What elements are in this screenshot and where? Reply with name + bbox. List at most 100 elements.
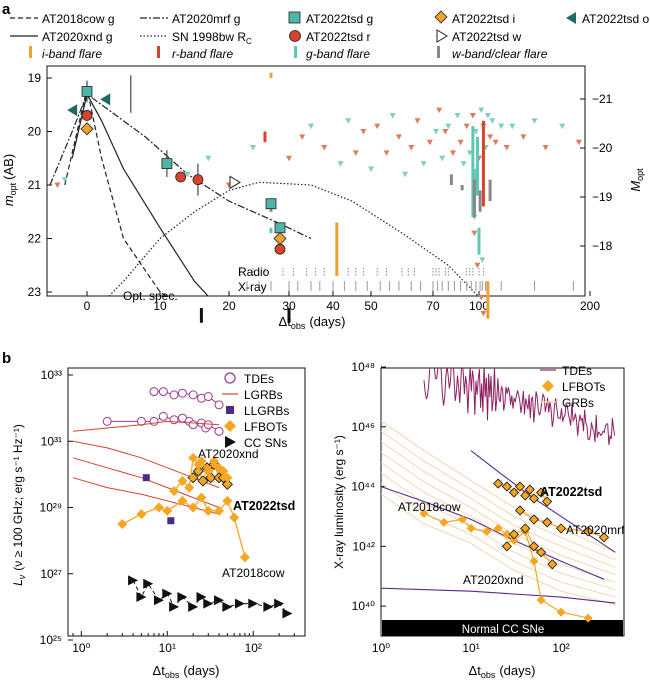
legend-g-flare-bar	[294, 46, 297, 58]
upper-limit-r	[542, 145, 549, 151]
lfbot-point	[536, 487, 547, 498]
upper-limit-g	[509, 123, 516, 130]
grb-line	[381, 483, 616, 598]
annotation-bl-at2022tsd: AT2022tsd	[233, 499, 295, 513]
annotation-xray: X-ray	[238, 280, 267, 294]
legend-bl-tdes: TDEs	[244, 372, 274, 386]
legend-at2022tsd-r: AT2022tsd r	[306, 30, 370, 44]
lfbot-point	[177, 476, 188, 486]
upper-limit-r	[374, 123, 381, 130]
upper-limit-g	[559, 123, 566, 130]
point-o	[100, 93, 111, 106]
upper-limit-g	[484, 112, 491, 119]
ytick-label: 10⁴⁶	[352, 420, 376, 434]
xtick-label: 10¹	[462, 641, 479, 655]
legend-g-flare: g-band flare	[306, 47, 370, 61]
lfbot-point	[197, 475, 209, 487]
ccsn-point	[177, 591, 188, 602]
curve-at2020mrf-g	[49, 93, 312, 240]
legend-llgrb-marker	[226, 406, 234, 414]
legend-br-tdes: TDEs	[562, 364, 592, 378]
opt-spec-mark	[199, 308, 203, 323]
xtick-label: 10²	[245, 641, 262, 655]
upper-limit-r	[469, 112, 476, 119]
tde-point	[158, 387, 168, 397]
lfbot-point	[502, 529, 512, 539]
panel-a-upper-limits	[54, 107, 582, 317]
upper-limit-g	[420, 161, 427, 167]
panel-a-plot-frame	[46, 65, 586, 297]
upper-limit-r	[383, 150, 390, 156]
llgrb-point	[142, 474, 150, 482]
ytick-right-label: −19	[592, 190, 613, 204]
ytick-label: 10⁴⁰	[352, 599, 376, 613]
lfbot-point	[583, 526, 594, 537]
xtick-label: 100	[469, 299, 489, 313]
panel-a-data-points	[67, 75, 291, 323]
xtick-label: 10	[153, 299, 167, 313]
ytick-label: 22	[28, 232, 42, 246]
grb-line	[381, 420, 616, 553]
lgrb-line	[72, 457, 220, 508]
flare-i	[335, 222, 339, 276]
legend-lfbot-marker	[224, 420, 236, 432]
ytick-label: 10²⁵	[40, 633, 62, 647]
tde-point	[158, 411, 168, 421]
annotation-br-normal: Normal CC SNe	[462, 624, 544, 636]
tde-point	[169, 415, 179, 425]
legend-br-lfbot-marker	[542, 380, 554, 392]
upper-limit-r	[487, 134, 494, 140]
flare-g	[475, 136, 479, 196]
tde-point	[177, 388, 187, 398]
tde-point	[169, 390, 179, 400]
legend-circle-marker	[289, 30, 301, 42]
upper-limit-g	[478, 107, 485, 114]
upper-limit-g	[498, 123, 505, 130]
point-r	[175, 171, 187, 183]
legend-at2022tsd-g: AT2022tsd g	[306, 12, 373, 26]
panel-b-right-xlabel: Δtobs (days)	[469, 663, 536, 680]
lfbot-line-at2018cow	[121, 496, 246, 558]
ccsn-point	[162, 588, 173, 599]
ytick-label: 10³³	[41, 368, 62, 382]
flare-w-clear	[472, 179, 476, 218]
ytick-label: 23	[28, 285, 42, 299]
tde-point	[203, 392, 213, 402]
lfbot-point	[439, 517, 449, 527]
ytick-right-label: −21	[592, 92, 613, 106]
ytick-label: 10³¹	[41, 434, 62, 448]
lfbot-point	[192, 465, 204, 477]
upper-limit-r	[54, 182, 61, 188]
tde-line	[470, 450, 616, 553]
point-g	[265, 198, 277, 210]
panel-b-left-ticks: 10⁰ 10¹ 10² 10²⁵ 10²⁷ 10²⁹ 10³¹ 10³³	[40, 368, 306, 655]
opt-spec-mark	[287, 308, 291, 323]
panel-a-ticks: 0 10 20 30 40 50 70 100 200 19 20 21 22 23 −21 −20 −19 −1…	[28, 71, 613, 313]
upper-limit-g	[479, 257, 486, 263]
panel-b-left-ylabel: Lν(ν ≥ 100 GHz; erg s⁻¹ Hz⁻¹)	[11, 424, 27, 586]
ytick-label: 10⁴⁸	[351, 360, 375, 374]
lfbot-point	[203, 505, 214, 516]
lfbot-point	[188, 502, 199, 513]
lfbot-point	[547, 559, 558, 570]
panel-b-right-series	[381, 368, 616, 623]
lgrb-line	[72, 477, 220, 515]
upper-limit-r	[442, 129, 449, 135]
lfbot-point	[493, 478, 504, 489]
ccsn-point	[188, 601, 199, 612]
lfbot-point	[188, 452, 199, 463]
lfbot-point	[514, 481, 526, 492]
annotation-bl-at2018cow: AT2018cow	[222, 566, 285, 580]
lfbot-point	[222, 472, 233, 483]
legend-at2022tsd-i: AT2022tsd i	[452, 12, 515, 26]
llgrb-point	[167, 517, 175, 525]
lfbot-point	[214, 505, 225, 516]
ccsn-point	[234, 598, 245, 609]
tde-point	[188, 390, 198, 400]
curve-at2018cow-g	[64, 88, 168, 296]
lfbot-point	[169, 485, 180, 496]
lfbot-point	[524, 484, 535, 495]
ytick-label: 10⁴²	[353, 539, 376, 553]
tde-point	[136, 416, 146, 426]
lfbot-point	[457, 514, 467, 524]
